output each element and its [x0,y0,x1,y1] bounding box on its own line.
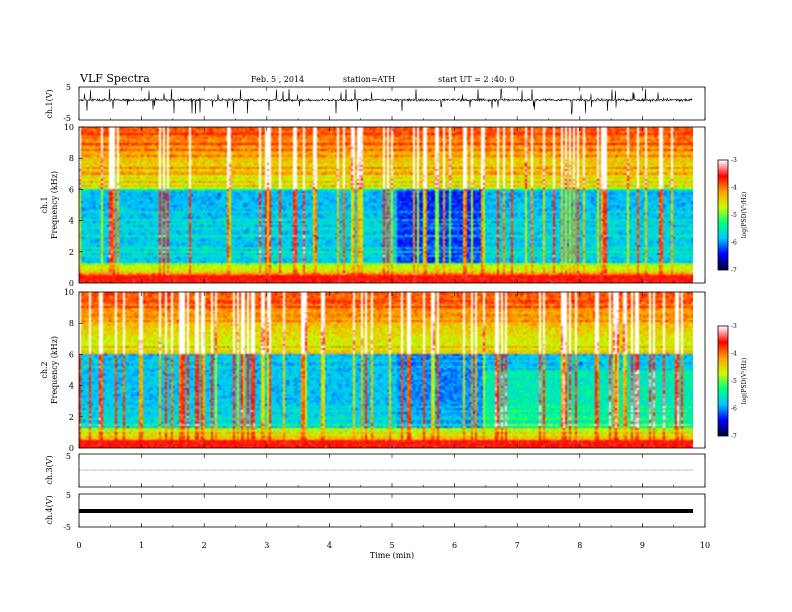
station-label: station=ATH [343,75,395,84]
colorbar1-tick: -7 [731,267,737,274]
ch4-trace [79,509,693,513]
ch1-waveform [78,88,693,116]
colorbar2-tick: -7 [731,433,737,440]
colorbar1-tick: -5 [731,212,737,219]
x-tick-label: 5 [389,541,394,550]
colorbar-ch2 [718,326,728,436]
spec1-ylabel: Frequency (kHz) [50,171,59,239]
ch3-ytick-top: 5 [66,452,71,461]
x-tick-label: 3 [264,541,269,550]
x-tick-label: 6 [452,541,457,550]
colorbar2-tick: -3 [731,323,737,330]
start-time-label: start UT = 2 :40: 0 [438,75,514,84]
colorbar2-tick: -6 [731,406,737,413]
ch3-panel: 5 ch.3(V) [45,452,706,488]
spec1-ylabel-channel: ch.1 [40,196,49,213]
spec2-ytick: 4 [69,382,74,391]
x-tick-label: 10 [700,541,710,550]
spec2-ytick: 2 [69,413,74,422]
spec2-ytick: 8 [69,319,74,328]
colorbar2-tick: -4 [731,351,737,358]
ch1-frame [78,86,706,121]
spec1-ytick: 10 [64,123,74,132]
colorbar-ch2-frame [717,325,729,437]
spec1-ytick: 2 [69,248,74,257]
colorbar2-tick: -5 [731,378,737,385]
ch4-panel: 5 -5 ch.4(V) [45,491,706,532]
x-axis-label: Time (min) [370,551,414,560]
colorbar1-tick: -3 [731,157,737,164]
ch3-frame [78,453,706,488]
spec2-ylabel-channel: ch.2 [40,361,49,378]
ch4-ytick-bottom: -5 [63,523,71,532]
spec2-ylabel: Frequency (kHz) [50,336,59,404]
x-tick-label: 4 [327,541,332,550]
spectrogram-ch2-image [79,292,693,448]
figure-title: VLF Spectra [79,72,150,85]
spec2-ytick: 10 [64,288,74,297]
ch3-ylabel: ch.3(V) [45,455,54,484]
x-axis: 0 1 2 3 4 5 6 7 8 9 10 [76,87,710,550]
colorbar-ch1-label: log(PSD(V²/Hz) [741,192,748,239]
spec1-ytick: 8 [69,154,74,163]
x-tick-label: 7 [515,541,520,550]
ch1-ytick-bottom: -5 [63,114,71,123]
ch4-ytick-top: 5 [66,491,71,500]
ch1-panel: 5 -5 ch.1(V) [45,83,706,123]
colorbar-ch2-label: log(PSD(V²/Hz) [741,358,748,405]
ch4-ylabel: ch.4(V) [45,495,54,524]
x-tick-label: 8 [577,541,582,550]
colorbar-ch1-frame [717,159,729,271]
colorbar-ch1 [718,160,728,270]
spectrogram-ch1-image [79,127,693,283]
spec1-ytick: 0 [69,279,74,288]
x-tick-label: 1 [139,541,144,550]
colorbar1-tick: -4 [731,185,737,192]
spec2-ytick: 6 [69,350,74,359]
ch1-ylabel: ch.1(V) [45,89,54,118]
x-tick-label: 2 [202,541,207,550]
x-tick-label: 9 [640,541,645,550]
colorbar1-tick: -6 [731,240,737,247]
spec1-ytick: 4 [69,217,74,226]
x-tick-label: 0 [76,541,81,550]
spec1-ytick: 6 [69,185,74,194]
ch1-ytick-top: 5 [66,83,71,92]
spec2-ytick: 0 [69,444,74,453]
date-label: Feb. 5 , 2014 [251,75,304,84]
